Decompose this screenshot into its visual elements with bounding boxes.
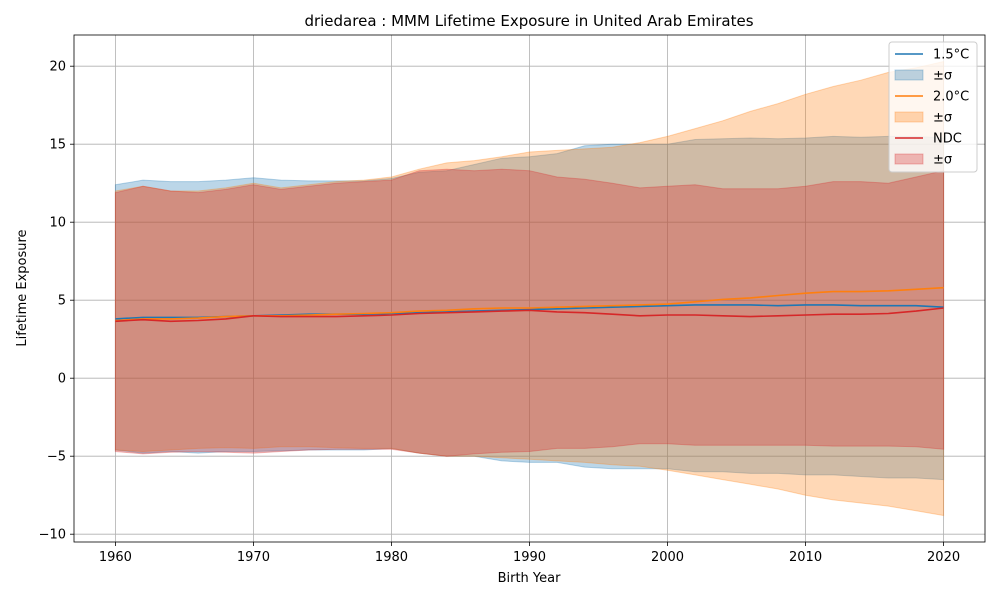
legend-label: 1.5°C xyxy=(933,48,969,63)
y-ticks: −10 −5 0 5 10 15 20 xyxy=(39,60,74,543)
grid xyxy=(74,35,985,542)
x-axis-label: Birth Year xyxy=(498,571,562,586)
y-tick-label: −5 xyxy=(47,450,66,465)
sigma-band-2 xyxy=(114,60,945,517)
y-tick-label: 0 xyxy=(58,372,66,387)
legend-label: 2.0°C xyxy=(933,90,969,105)
x-tick-label: 1970 xyxy=(237,550,270,565)
x-tick-label: 1990 xyxy=(513,550,546,565)
y-tick-label: 20 xyxy=(49,60,66,75)
legend-box xyxy=(888,41,978,173)
legend: 1.5°C ±σ 2.0°C ±σ NDC ±σ xyxy=(888,41,978,173)
x-tick-label: 1980 xyxy=(375,550,408,565)
sigma-band-3 xyxy=(114,168,945,457)
chart-title: driedarea : MMM Lifetime Exposure in Uni… xyxy=(304,12,753,30)
legend-band-swatch xyxy=(894,153,924,165)
legend-label: ±σ xyxy=(933,111,952,126)
legend-label: NDC xyxy=(933,132,962,147)
y-tick-label: −10 xyxy=(39,528,66,543)
x-tick-label: 2010 xyxy=(789,550,822,565)
sigma-bands xyxy=(114,60,945,517)
x-tick-label: 2020 xyxy=(927,550,960,565)
legend-label: ±σ xyxy=(933,153,952,168)
legend-band-swatch xyxy=(894,69,924,81)
y-tick-label: 10 xyxy=(49,216,66,231)
mean-line-3 xyxy=(115,307,944,323)
x-tick-label: 1960 xyxy=(99,550,132,565)
y-tick-label: 15 xyxy=(49,138,66,153)
x-ticks: 1960 1970 1980 1990 2000 2010 2020 xyxy=(99,542,960,565)
y-tick-label: 5 xyxy=(58,294,66,309)
x-tick-label: 2000 xyxy=(651,550,684,565)
legend-label: ±σ xyxy=(933,69,952,84)
mean-lines xyxy=(115,286,944,323)
y-axis-label: Lifetime Exposure xyxy=(15,229,30,346)
legend-band-swatch xyxy=(894,111,924,123)
